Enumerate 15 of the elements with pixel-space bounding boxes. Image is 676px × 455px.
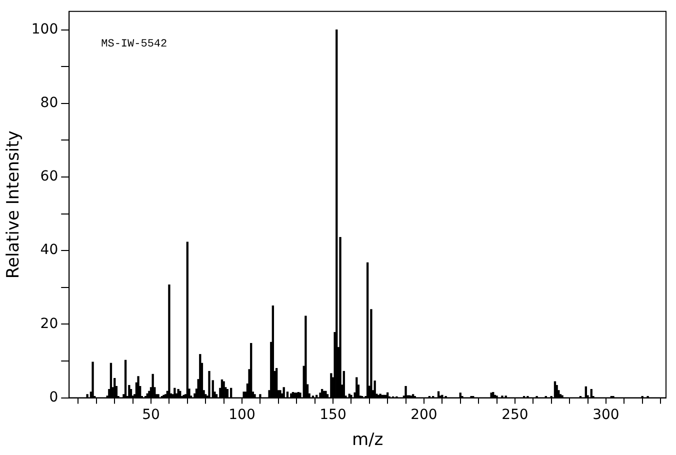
y-tick-label: 0 [49,389,58,406]
x-tick-label: 50 [142,406,160,423]
y-tick-label: 60 [40,168,58,185]
y-tick-label: 20 [40,316,58,332]
x-tick-label: 200 [410,406,438,423]
annotation: MS-IW-5542 [101,38,168,50]
y-tick-label: 40 [40,242,58,258]
y-tick-label: 100 [31,21,58,38]
x-tick-label: 150 [320,406,346,423]
y-axis-title: Relative Intensity [4,130,24,279]
x-tick-label: 100 [228,406,256,423]
x-tick-label: 250 [502,406,528,423]
x-axis-title: m/z [352,430,384,450]
y-tick-label: 80 [40,95,58,112]
x-tick-label: 300 [592,406,620,423]
